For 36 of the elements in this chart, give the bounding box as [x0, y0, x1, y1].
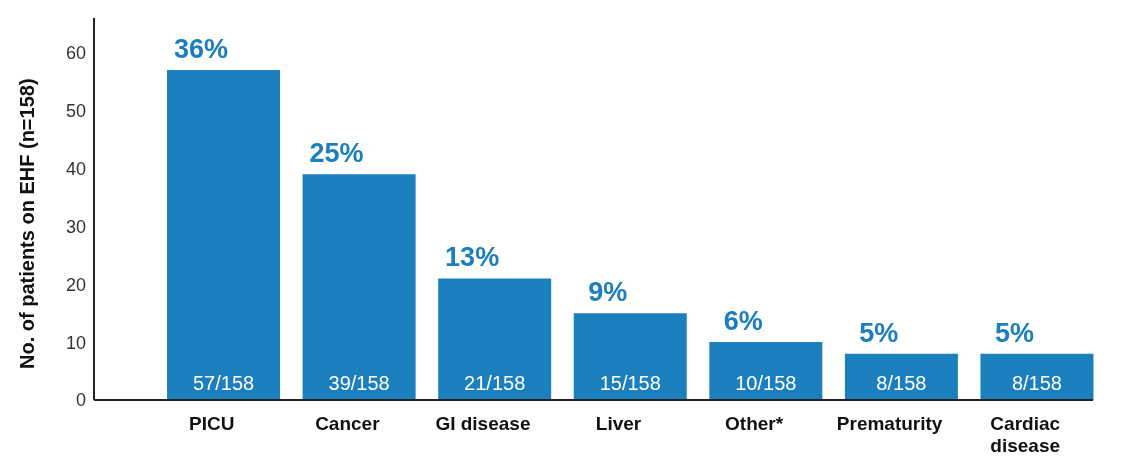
y-tick-label: 10	[65, 332, 86, 353]
x-tick-label: GI disease	[435, 413, 531, 434]
data-label: 57/158	[192, 372, 255, 394]
y-tick-label: 60	[65, 43, 86, 64]
x-tick-label: Cancer	[315, 413, 381, 434]
y-tick-label: 30	[65, 216, 86, 237]
annotation: 5%	[859, 317, 899, 348]
x-tick-label: Prematurity	[836, 413, 943, 434]
y-axis-title: No. of patients on EHF (n=158)	[16, 78, 39, 369]
annotation: 13%	[445, 242, 500, 273]
x-tick-label: PICU	[189, 413, 235, 434]
annotation: 36%	[173, 34, 228, 65]
annotation: 25%	[309, 138, 364, 169]
bar	[844, 353, 958, 400]
annotation: 9%	[588, 277, 628, 308]
data-label: 10/158	[735, 372, 797, 394]
y-tick-label: 20	[65, 274, 86, 295]
data-label: 8/158	[1011, 372, 1063, 394]
data-label: 21/158	[464, 372, 526, 394]
y-tick-label: 0	[75, 390, 86, 411]
x-tick-label: Cardiac disease	[990, 413, 1061, 456]
y-tick-label: 40	[65, 158, 86, 179]
y-tick-label: 50	[65, 101, 86, 121]
x-tick-label: Liver	[595, 413, 642, 434]
x-tick-label: Other*	[725, 413, 784, 434]
bar	[438, 278, 552, 400]
bar	[302, 174, 416, 400]
bar	[980, 353, 1094, 400]
annotation: 5%	[994, 317, 1034, 348]
bar	[709, 342, 823, 400]
data-label: 8/158	[876, 372, 927, 394]
data-label: 15/158	[599, 372, 661, 394]
data-label: 39/158	[328, 372, 390, 394]
annotation: 6%	[723, 306, 763, 337]
bar	[573, 313, 687, 400]
bar	[167, 70, 281, 400]
